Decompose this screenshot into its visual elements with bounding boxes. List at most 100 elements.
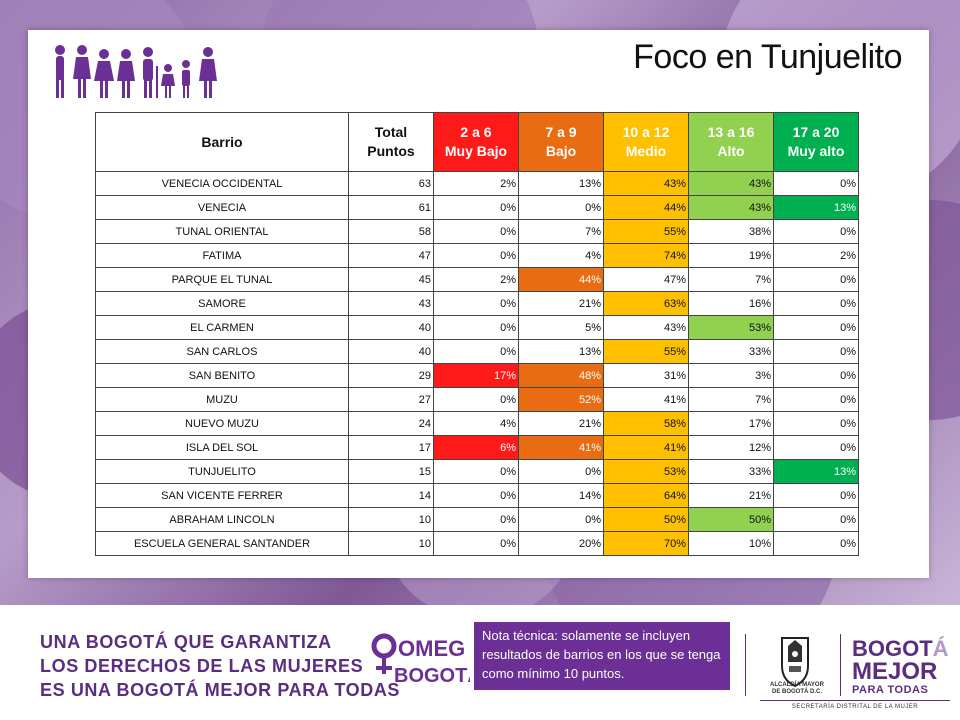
percent-cell: 0% [433, 483, 519, 508]
column-header: Barrio [95, 112, 349, 172]
percent-cell: 0% [433, 507, 519, 532]
total-cell: 45 [348, 267, 434, 292]
total-cell: 61 [348, 195, 434, 220]
percent-cell: 43% [688, 171, 774, 196]
column-header: 13 a 16 Alto [688, 112, 774, 172]
percent-cell: 21% [518, 411, 604, 436]
results-table: Barrio Total Puntos 2 a 6 Muy Bajo 7 a 9 Bajo 1… [95, 112, 859, 556]
column-header-line: 7 a 9 [545, 124, 577, 141]
column-header-line: Puntos [367, 143, 415, 159]
percent-cell: 14% [518, 483, 604, 508]
table-row: ABRAHAM LINCOLN 10 0% 0% 50% 50% 0% [95, 507, 859, 532]
barrio-cell: ISLA DEL SOL [95, 435, 349, 460]
table-row: MUZU 27 0% 52% 41% 7% 0% [95, 387, 859, 412]
table-row: FATIMA 47 0% 4% 74% 19% 2% [95, 243, 859, 268]
percent-cell: 0% [773, 435, 859, 460]
barrio-cell: EL CARMEN [95, 315, 349, 340]
percent-cell: 0% [773, 531, 859, 556]
total-cell: 17 [348, 435, 434, 460]
page-title: Foco en Tunjuelito [633, 38, 902, 76]
omeg-logo-bogota: BOGOTÁ [394, 664, 470, 687]
barrio-cell: TUNJUELITO [95, 459, 349, 484]
percent-cell: 7% [688, 267, 774, 292]
percent-cell: 44% [518, 267, 604, 292]
percent-cell: 21% [518, 291, 604, 316]
slogan-line: UNA BOGOTÁ QUE GARANTIZA [40, 632, 332, 652]
column-header-line: Bajo [545, 143, 577, 159]
column-header-line: 10 a 12 [622, 124, 670, 141]
percent-cell: 16% [688, 291, 774, 316]
column-header: 17 a 20 Muy alto [773, 112, 859, 172]
column-header-line: 17 a 20 [792, 124, 840, 141]
percent-cell: 4% [518, 243, 604, 268]
percent-cell: 47% [603, 267, 689, 292]
table-row: TUNJUELITO 15 0% 0% 53% 33% 13% [95, 459, 859, 484]
column-header-line: Barrio [201, 133, 243, 150]
percent-cell: 58% [603, 411, 689, 436]
percent-cell: 13% [518, 339, 604, 364]
percent-cell: 48% [518, 363, 604, 388]
percent-cell: 0% [518, 195, 604, 220]
table-row: NUEVO MUZU 24 4% 21% 58% 17% 0% [95, 411, 859, 436]
barrio-cell: ABRAHAM LINCOLN [95, 507, 349, 532]
percent-cell: 0% [433, 339, 519, 364]
mejor-word: MEJOR [852, 658, 938, 685]
percent-cell: 7% [688, 387, 774, 412]
percent-cell: 17% [688, 411, 774, 436]
total-cell: 24 [348, 411, 434, 436]
percent-cell: 13% [773, 459, 859, 484]
percent-cell: 64% [603, 483, 689, 508]
total-cell: 15 [348, 459, 434, 484]
percent-cell: 41% [603, 387, 689, 412]
secretaria-label: SECRETARÍA DISTRITAL DE LA MUJER [760, 700, 950, 710]
percent-cell: 0% [773, 387, 859, 412]
percent-cell: 20% [518, 531, 604, 556]
column-header-line: Muy alto [787, 143, 845, 159]
total-cell: 58 [348, 219, 434, 244]
percent-cell: 53% [603, 459, 689, 484]
table-row: TUNAL ORIENTAL 58 0% 7% 55% 38% 0% [95, 219, 859, 244]
slogan-line: ES UNA BOGOTÁ MEJOR PARA TODAS [40, 680, 401, 700]
percent-cell: 43% [603, 171, 689, 196]
percent-cell: 0% [773, 363, 859, 388]
alcaldia-shield-icon [781, 637, 809, 688]
percent-cell: 44% [603, 195, 689, 220]
barrio-cell: SAMORE [95, 291, 349, 316]
percent-cell: 17% [433, 363, 519, 388]
percent-cell: 74% [603, 243, 689, 268]
total-cell: 27 [348, 387, 434, 412]
barrio-cell: SAN BENITO [95, 363, 349, 388]
percent-cell: 55% [603, 219, 689, 244]
table-header-row: Barrio Total Puntos 2 a 6 Muy Bajo 7 a 9 Bajo 1… [95, 112, 859, 172]
percent-cell: 12% [688, 435, 774, 460]
percent-cell: 53% [688, 315, 774, 340]
column-header-line: 2 a 6 [460, 124, 492, 141]
total-cell: 47 [348, 243, 434, 268]
technical-note: Nota técnica: solamente se incluyen resu… [474, 622, 730, 690]
percent-cell: 0% [773, 219, 859, 244]
table-row: VENECIA OCCIDENTAL 63 2% 13% 43% 43% 0% [95, 171, 859, 196]
column-header-line: Muy Bajo [444, 143, 508, 159]
divider [840, 634, 841, 696]
barrio-cell: FATIMA [95, 243, 349, 268]
percent-cell: 7% [518, 219, 604, 244]
percent-cell: 55% [603, 339, 689, 364]
percent-cell: 5% [518, 315, 604, 340]
column-header-line: Alto [717, 143, 745, 159]
total-cell: 10 [348, 507, 434, 532]
percent-cell: 43% [688, 195, 774, 220]
percent-cell: 0% [433, 195, 519, 220]
percent-cell: 19% [688, 243, 774, 268]
percent-cell: 0% [773, 483, 859, 508]
percent-cell: 0% [433, 459, 519, 484]
slogan: UNA BOGOTÁ QUE GARANTIZA LOS DERECHOS DE… [40, 630, 400, 702]
barrio-cell: SAN CARLOS [95, 339, 349, 364]
bogota-accent: Á [932, 636, 949, 661]
percent-cell: 41% [518, 435, 604, 460]
column-header-line: 13 a 16 [707, 124, 755, 141]
percent-cell: 70% [603, 531, 689, 556]
barrio-cell: ESCUELA GENERAL SANTANDER [95, 531, 349, 556]
total-cell: 10 [348, 531, 434, 556]
alcaldia-label: ALCALDÍA MAYOR DE BOGOTÁ D.C. [760, 682, 834, 696]
percent-cell: 0% [773, 315, 859, 340]
